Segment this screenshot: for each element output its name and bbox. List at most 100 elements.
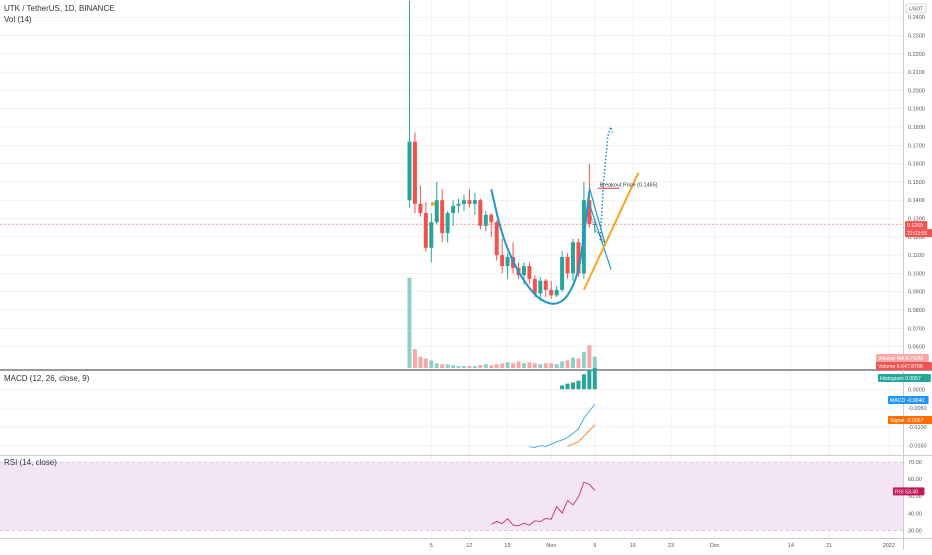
price-tick-label: 0.1400 [908,198,925,204]
volume-bar [412,349,417,368]
macd-value-badge[interactable]: MACD -0.0040 [888,396,929,404]
support-trend-line[interactable] [582,172,640,291]
candle[interactable] [412,132,417,214]
macd-histogram-bar [587,369,592,390]
price-tick-label: 0.1800 [908,125,925,131]
candle[interactable] [483,211,488,232]
rsi-tick-label: 40.00 [908,511,922,517]
candle[interactable] [423,202,428,252]
candle[interactable] [560,251,565,292]
volume-bar [500,363,505,368]
price-tick-label: 0.1600 [908,162,925,168]
macd-line[interactable] [529,404,596,448]
candle-body [451,205,456,214]
macd-histogram-bar [576,380,581,390]
candle[interactable] [527,262,532,285]
pattern-drawings[interactable]: Breakout Price (0.1465) [490,124,658,305]
volume-bar [549,363,554,368]
time-tick-label: 14 [788,543,794,549]
volume-bar [581,351,586,368]
candle[interactable] [554,286,559,298]
candle[interactable] [467,189,472,208]
candle[interactable] [472,192,477,215]
countdown-badge[interactable]: 22:03:55 [905,229,932,237]
time-tick-label: Dec [710,543,720,549]
candle-body [440,200,445,234]
volume-bar [451,365,456,368]
candle[interactable] [434,181,439,224]
macd-histogram-bar [571,382,575,390]
candle[interactable] [478,198,483,230]
volume-bar [418,356,423,368]
candle[interactable] [407,0,412,208]
currency-badge-box [905,3,927,14]
candle[interactable] [418,185,423,217]
currency-badge[interactable]: USDT [905,3,927,14]
signal-value-badge[interactable]: Signal -0.0067 [888,416,932,424]
candle-body [543,280,548,290]
price-tick-label: 0.2200 [908,52,925,58]
handle-channel-line[interactable] [588,187,607,247]
candle[interactable] [500,238,505,274]
volume-ma-badge-text: Volume MA 8.742M [878,356,923,362]
price-tick-label: 0.1000 [908,271,925,277]
candle-body [500,255,505,267]
volume-bar [467,366,472,368]
macd-tick-label: -0.0050 [908,406,927,412]
candle[interactable] [445,211,450,243]
volume-value-badge-text: Volume 6.647.879K [878,364,924,370]
candle[interactable] [549,280,554,300]
symbol-title[interactable]: UTK / TetherUS, 1D, BINANCE [4,4,115,13]
candle[interactable] [429,213,434,263]
macd-histogram-bar [565,383,570,390]
candle-body [407,141,412,201]
candle-body [587,200,592,224]
macd-histogram-bar [592,367,597,390]
volume-value-badge-box [876,362,932,370]
volume-indicator-label[interactable]: Vol (14) [4,15,32,24]
candle-body [483,214,488,226]
candle[interactable] [440,189,445,243]
candle[interactable] [571,238,575,281]
macd-histogram-badge[interactable]: Histogram 0.0057 [878,374,931,382]
candle-body [467,200,472,204]
candle-body [592,223,597,225]
candle[interactable] [456,198,461,214]
candle[interactable] [494,220,499,261]
rsi-indicator-label[interactable]: RSI (14, close) [4,458,57,467]
candle[interactable] [505,253,510,279]
candle[interactable] [489,213,494,237]
candle-body [538,280,543,294]
candle[interactable] [538,277,543,301]
candle-body [472,200,477,204]
last-price-badge[interactable]: 0.1269 [905,221,928,230]
volume-bar [527,362,532,368]
event-marker[interactable] [430,201,435,206]
volume-bar [511,363,516,368]
rsi-line[interactable] [491,481,596,527]
rsi-value-badge-text: RSI 53.40 [895,489,918,495]
cup-curve[interactable] [490,188,591,305]
signal-line[interactable] [567,424,596,447]
candle[interactable] [565,253,570,279]
macd-pane [529,367,597,448]
target-projection-path[interactable] [599,124,614,241]
volume-ma-badge[interactable]: Volume MA 8.742M [876,354,929,362]
volume-bar [483,364,488,368]
candle[interactable] [543,278,548,298]
macd-indicator-label[interactable]: MACD (12, 26, close, 9) [4,374,90,383]
rsi-value-badge[interactable]: RSI 53.40 [893,487,925,496]
signal-value-badge-box [888,416,932,424]
candle[interactable] [462,194,466,212]
time-tick-label: 9 [593,543,596,549]
price-tick-label: 0.0600 [908,345,925,351]
time-tick-label: 2022 [883,543,895,549]
volume-value-badge[interactable]: Volume 6.647.879K [876,362,932,370]
volume-bar [592,356,597,368]
rsi-value-badge-box [893,487,925,496]
volume-bar [565,360,570,368]
candle[interactable] [451,200,456,226]
